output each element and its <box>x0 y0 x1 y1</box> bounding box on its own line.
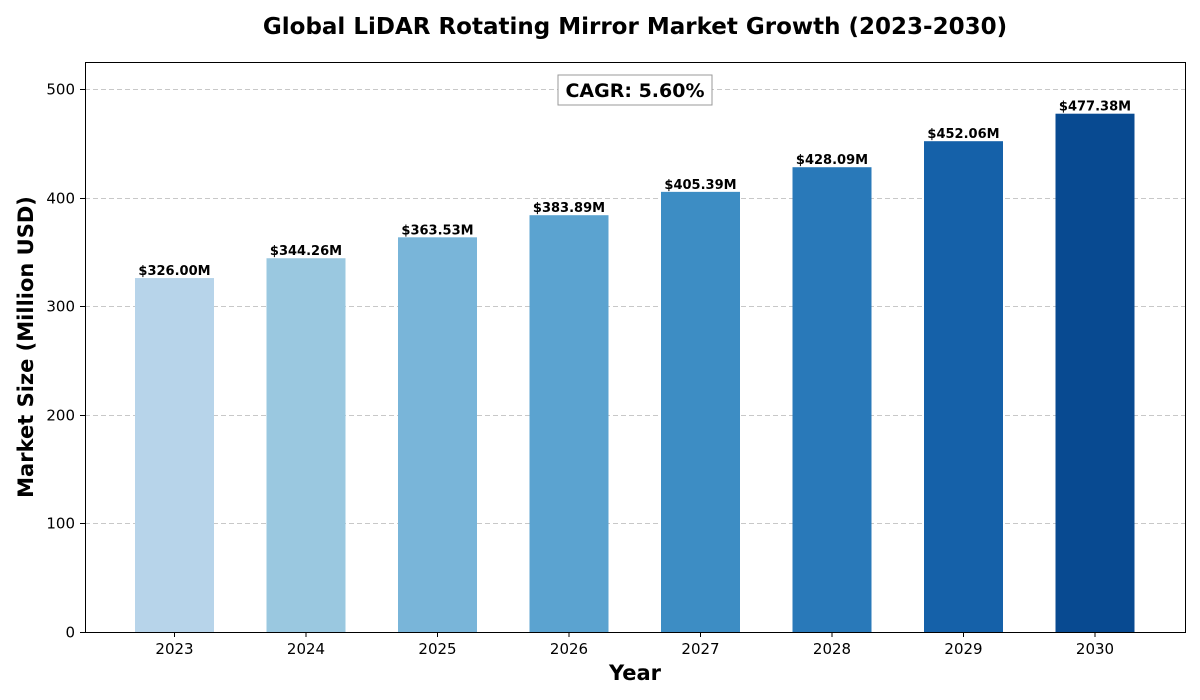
data-label-2029: $452.06M <box>927 127 999 142</box>
cagr-annotation: CAGR: 5.60% <box>565 80 704 102</box>
bars <box>135 113 1135 633</box>
bar-2030 <box>1055 113 1135 632</box>
y-tick-label: 400 <box>46 190 75 208</box>
y-tick-label: 300 <box>46 298 75 316</box>
y-axis-title: Market Size (Million USD) <box>14 196 38 498</box>
data-label-2027: $405.39M <box>664 178 736 193</box>
data-label-2026: $383.89M <box>533 201 605 216</box>
bar-2028 <box>792 167 872 633</box>
bar-2029 <box>924 141 1003 632</box>
data-label-2030: $477.38M <box>1059 100 1131 115</box>
data-labels: $326.00M $344.26M $363.53M $383.89M $405.39M… <box>138 100 1131 279</box>
cagr-annotation-box: CAGR: 5.60% <box>557 74 713 106</box>
y-tick-label: 0 <box>65 624 75 642</box>
bar-2026 <box>529 215 609 632</box>
bar-2025 <box>398 237 477 632</box>
data-label-2028: $428.09M <box>796 153 868 168</box>
x-tick-label-2027: 2027 <box>681 640 719 658</box>
x-tick-label-2026: 2026 <box>550 640 588 658</box>
data-label-2023: $326.00M <box>138 264 210 279</box>
y-axis-ticks: 0 100 200 300 400 500 <box>46 81 85 642</box>
plot-frame <box>85 62 1186 633</box>
bar-2023 <box>135 278 214 632</box>
bar-2024 <box>266 258 346 632</box>
annotation-box <box>557 74 713 106</box>
gridlines <box>85 89 1185 524</box>
data-label-2025: $363.53M <box>401 223 473 238</box>
x-axis-title: Year <box>608 661 662 685</box>
x-tick-label-2023: 2023 <box>155 640 193 658</box>
x-axis-ticks: 2023 2024 2025 2026 2027 2028 2029 2030 <box>155 632 1114 658</box>
data-label-2024: $344.26M <box>270 244 342 259</box>
y-tick-label: 500 <box>46 81 75 99</box>
x-tick-label-2028: 2028 <box>813 640 851 658</box>
y-tick-label: 100 <box>46 515 75 533</box>
bar-2027 <box>661 191 740 632</box>
x-tick-label-2025: 2025 <box>418 640 456 658</box>
x-tick-label-2030: 2030 <box>1076 640 1114 658</box>
x-tick-label-2024: 2024 <box>287 640 325 658</box>
x-tick-label-2029: 2029 <box>944 640 982 658</box>
y-tick-label: 200 <box>46 407 75 425</box>
chart-title: Global LiDAR Rotating Mirror Market Grow… <box>263 14 1007 40</box>
